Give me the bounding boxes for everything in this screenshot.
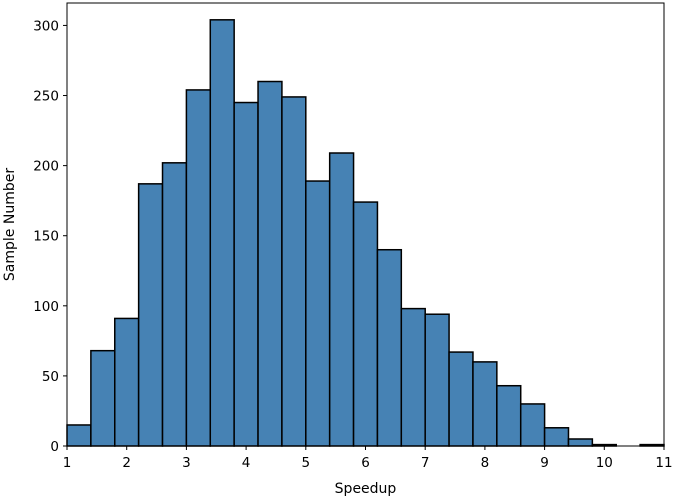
histogram-bar: [519, 403, 546, 447]
y-tick-label: 50: [42, 369, 59, 385]
histogram-bar: [66, 424, 92, 447]
bars-layer: [66, 19, 665, 447]
x-tick-label: 4: [242, 455, 251, 471]
x-tick-label: 2: [122, 455, 131, 471]
y-tick-label: 150: [33, 229, 59, 245]
histogram-bar: [472, 361, 498, 447]
x-axis-label: Speedup: [335, 481, 397, 497]
histogram-bar: [305, 180, 331, 447]
x-tick-label: 7: [421, 455, 430, 471]
x-tick-label: 10: [596, 455, 613, 471]
y-tick-label: 100: [33, 299, 59, 315]
histogram-bar: [185, 89, 212, 447]
histogram-bar: [376, 248, 403, 447]
y-tick-label: 200: [33, 159, 59, 175]
histogram-bar: [281, 96, 307, 447]
histogram-bar: [114, 317, 140, 447]
y-tick-label: 0: [50, 439, 59, 455]
histogram-bar: [496, 384, 522, 447]
histogram-bar: [233, 101, 259, 447]
histogram-bar: [90, 349, 116, 447]
x-tick-label: 5: [302, 455, 311, 471]
histogram-bar: [352, 201, 379, 447]
histogram-bar: [567, 438, 594, 447]
histogram-bar: [209, 19, 235, 447]
x-axis: 1 2 3 4 5 6 7 8 9 10 11: [63, 446, 673, 471]
x-tick-label: 6: [361, 455, 370, 471]
histogram-bar: [137, 183, 164, 447]
y-axis: 0 50 100 150 200 250 300: [33, 18, 67, 455]
x-tick-label: 3: [182, 455, 191, 471]
x-tick-label: 8: [481, 455, 490, 471]
histogram-bar: [400, 307, 426, 447]
y-tick-label: 250: [33, 89, 59, 105]
x-tick-label: 11: [655, 455, 672, 471]
histogram-bar: [328, 152, 355, 447]
x-tick-label: 9: [540, 455, 549, 471]
histogram-bar: [543, 427, 570, 447]
histogram-bar: [448, 351, 474, 447]
x-tick-label: 1: [63, 455, 72, 471]
histogram-bar: [161, 162, 188, 447]
histogram-bar: [424, 313, 450, 447]
y-axis-label: Sample Number: [2, 168, 18, 281]
histogram-bar: [257, 80, 283, 447]
y-tick-label: 300: [33, 18, 59, 34]
